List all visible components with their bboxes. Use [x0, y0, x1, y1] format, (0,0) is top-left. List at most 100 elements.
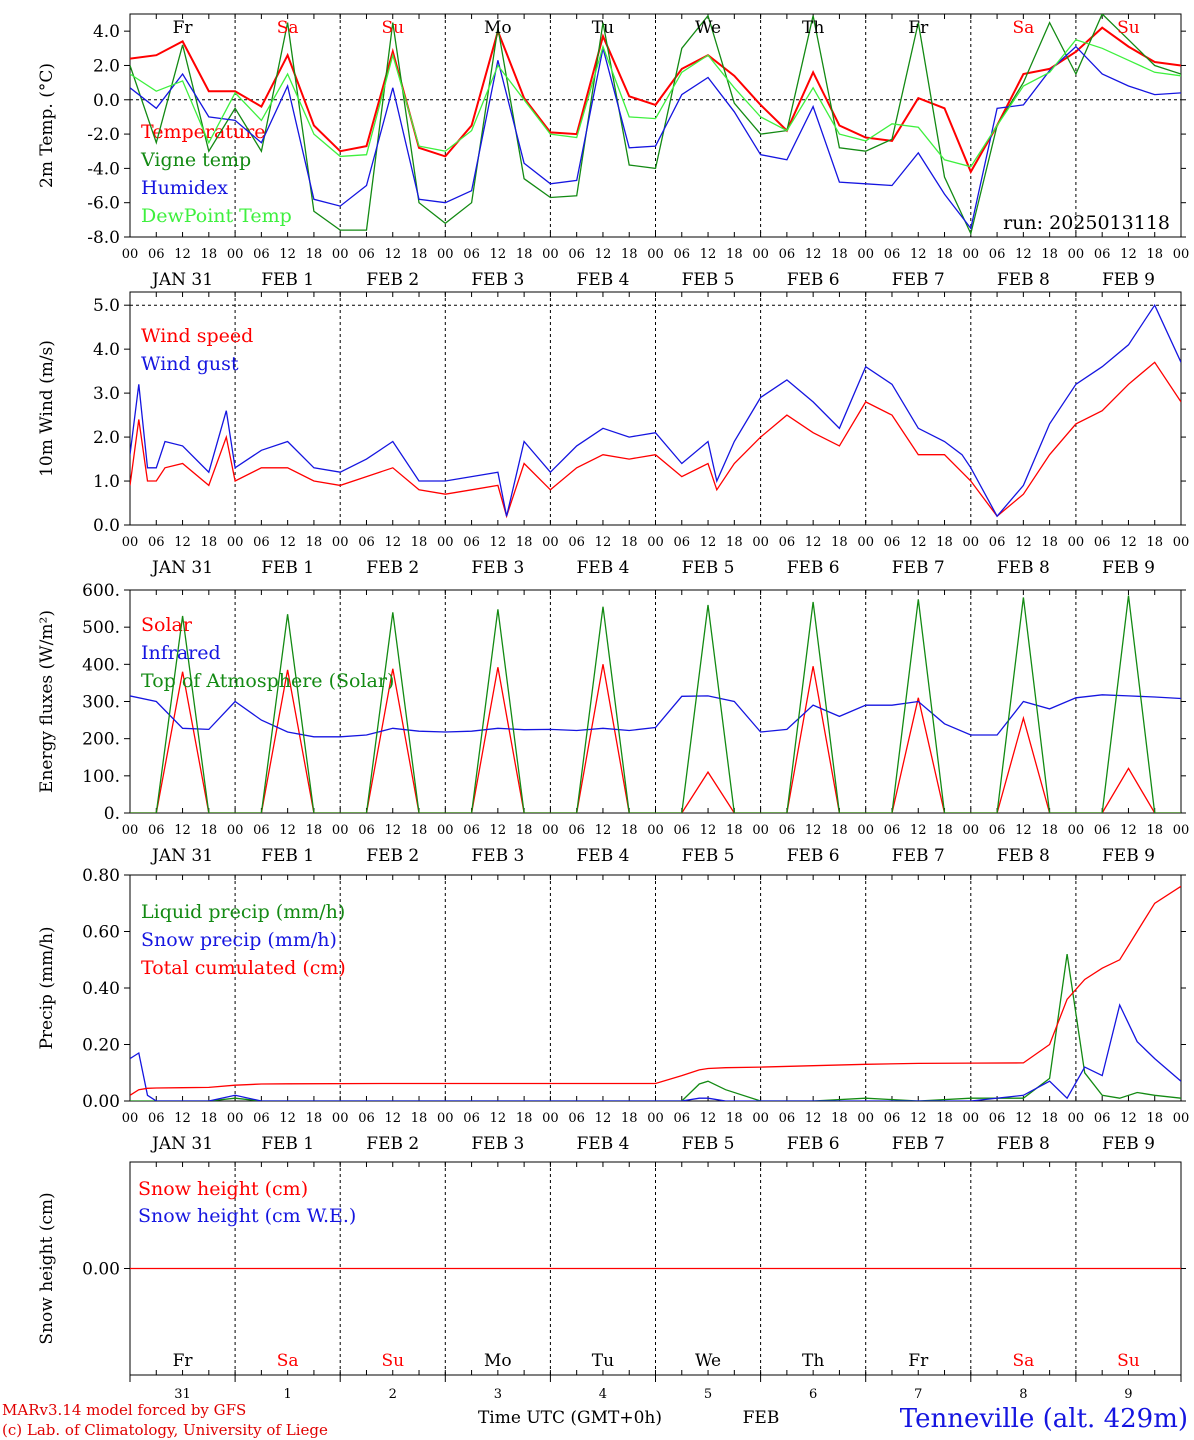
date-label: FEB 7	[892, 270, 945, 290]
hour-label: 00	[647, 535, 664, 550]
date-label: FEB 1	[261, 270, 314, 290]
hour-label: 06	[253, 1111, 270, 1126]
hour-label: 12	[595, 823, 612, 838]
hour-label: 00	[122, 247, 139, 262]
hour-label: 00	[857, 823, 874, 838]
lab-credit: (c) Lab. of Climatology, University of L…	[2, 1421, 328, 1439]
hour-label: 12	[384, 535, 401, 550]
date-label: FEB 9	[1102, 1134, 1155, 1154]
hour-label: 06	[568, 1111, 585, 1126]
y-tick-label: 500.	[82, 618, 120, 638]
hour-label: 06	[989, 1111, 1006, 1126]
day-number: 9	[1124, 1387, 1132, 1402]
hour-label: 00	[1068, 1111, 1085, 1126]
hour-label: 12	[279, 823, 296, 838]
hour-label: 18	[306, 823, 323, 838]
hour-label: 00	[1068, 535, 1085, 550]
hour-label: 00	[647, 247, 664, 262]
legend-entry: Total cumulated (cm)	[141, 957, 346, 979]
hour-label: 12	[700, 247, 717, 262]
weekday-label: Su	[1117, 1351, 1140, 1371]
weekday-label: Mo	[484, 1351, 512, 1371]
day-number: 8	[1019, 1387, 1027, 1402]
hour-label: 18	[201, 247, 218, 262]
model-credit: MARv3.14 model forced by GFS	[2, 1401, 246, 1419]
series-line	[130, 694, 1181, 738]
weekday-label: Fr	[173, 18, 194, 38]
hour-label: 12	[279, 1111, 296, 1126]
y-tick-label: -6.0	[87, 194, 120, 214]
panel-4: 0.00 0.20 0.40 0.60 0.80 Precip (mm/h) 00 06 12 1…	[37, 866, 1189, 1154]
weekday-label: Th	[802, 1351, 824, 1371]
hour-label: 00	[122, 1111, 139, 1126]
y-tick-label: 0.00	[82, 1092, 120, 1112]
hour-label: 00	[437, 1111, 454, 1126]
hour-label: 00	[857, 247, 874, 262]
hour-label: 18	[411, 823, 428, 838]
y-tick-label: -2.0	[87, 125, 120, 145]
date-label: FEB 8	[997, 1134, 1050, 1154]
date-label: FEB 4	[576, 558, 629, 578]
date-label: FEB 3	[471, 270, 524, 290]
date-label: FEB 4	[576, 846, 629, 866]
hour-label: 06	[1094, 535, 1111, 550]
legend-entry: Humidex	[141, 177, 228, 199]
y-axis-label: Snow height (cm)	[37, 1192, 57, 1344]
hour-label: 12	[700, 535, 717, 550]
hour-label: 18	[831, 1111, 848, 1126]
hour-label: 12	[910, 247, 927, 262]
hour-label: 00	[647, 1111, 664, 1126]
hour-label: 06	[358, 1111, 375, 1126]
weekday-label: Fr	[908, 1351, 929, 1371]
date-label: FEB 9	[1102, 270, 1155, 290]
date-label: JAN 31	[150, 1134, 213, 1154]
hour-label: 12	[1015, 1111, 1032, 1126]
hour-label: 12	[805, 823, 822, 838]
hour-label: 18	[1041, 823, 1058, 838]
hour-label: 12	[384, 247, 401, 262]
legend-entry: Snow height (cm W.E.)	[138, 1205, 356, 1227]
hour-label: 18	[306, 1111, 323, 1126]
day-number: 5	[704, 1387, 712, 1402]
legend-entry: Liquid precip (mm/h)	[141, 901, 345, 923]
hour-label: 00	[1173, 1111, 1190, 1126]
date-label: FEB 5	[682, 1134, 735, 1154]
series-line	[130, 303, 1181, 518]
hour-label: 18	[726, 1111, 743, 1126]
weekday-label: We	[695, 18, 721, 38]
legend-entry: Snow precip (mm/h)	[141, 929, 337, 951]
y-axis-label: Energy fluxes (W/m²)	[37, 610, 57, 793]
hour-label: 12	[490, 535, 507, 550]
hour-label: 00	[437, 823, 454, 838]
series-line	[130, 954, 1181, 1101]
date-label: FEB 1	[261, 1134, 314, 1154]
hour-label: 12	[1120, 1111, 1137, 1126]
y-tick-label: 4.0	[93, 22, 120, 42]
date-label: FEB 8	[997, 270, 1050, 290]
hour-label: 06	[253, 823, 270, 838]
hour-label: 12	[595, 535, 612, 550]
hour-label: 18	[831, 535, 848, 550]
y-axis-label: 10m Wind (m/s)	[37, 340, 57, 477]
hour-label: 12	[490, 1111, 507, 1126]
day-number: 4	[599, 1387, 607, 1402]
hour-label: 06	[463, 823, 480, 838]
hour-label: 12	[384, 1111, 401, 1126]
y-tick-label: 0.	[104, 804, 120, 824]
hour-label: 00	[227, 535, 244, 550]
legend-entry: Top of Atmosphere (Solar)	[141, 670, 394, 692]
y-tick-label: 100.	[82, 767, 120, 787]
hour-label: 12	[1015, 247, 1032, 262]
hour-label: 12	[1120, 535, 1137, 550]
hour-label: 18	[1041, 1111, 1058, 1126]
hour-label: 00	[542, 823, 559, 838]
hour-label: 18	[516, 1111, 533, 1126]
hour-label: 12	[910, 1111, 927, 1126]
date-label: FEB 1	[261, 558, 314, 578]
hour-label: 06	[568, 823, 585, 838]
y-tick-label: 4.0	[93, 340, 120, 360]
y-tick-label: 0.0	[93, 91, 120, 111]
station-title: Tenneville (alt. 429m)	[900, 1404, 1188, 1434]
hour-label: 18	[621, 535, 638, 550]
